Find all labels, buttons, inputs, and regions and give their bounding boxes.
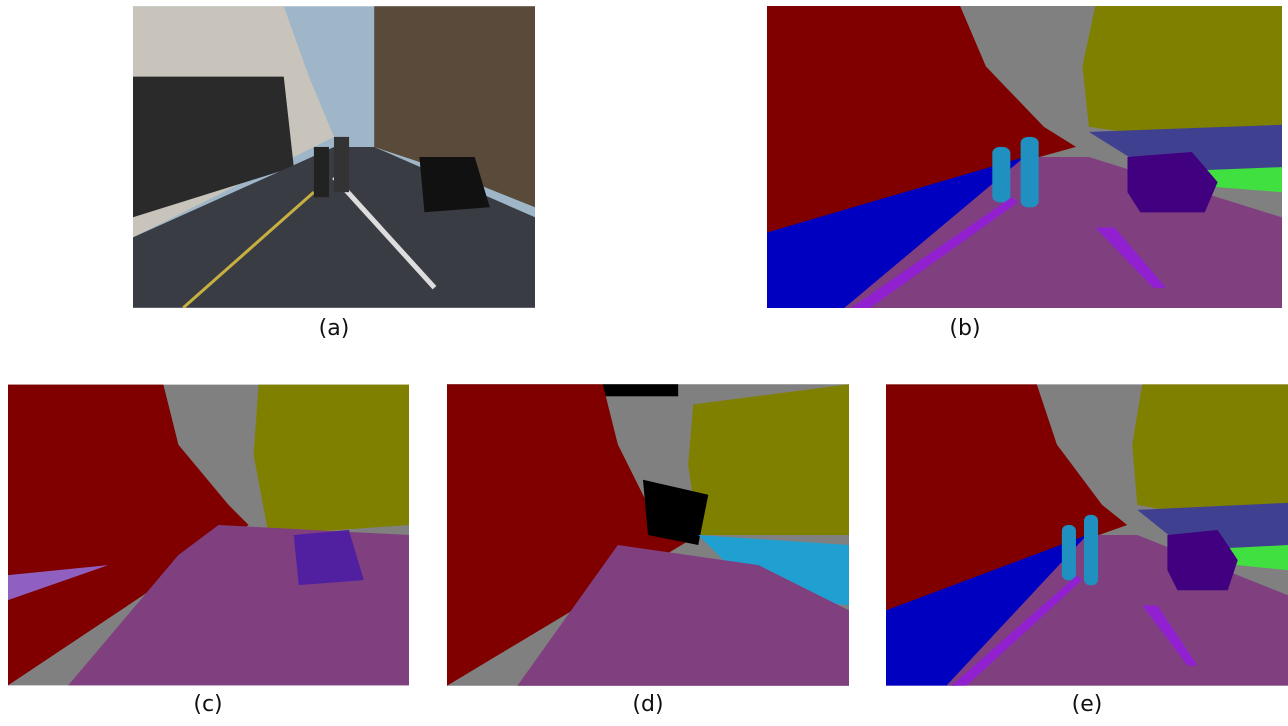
- panel-label: (d): [598, 692, 698, 717]
- street-photo: [133, 6, 535, 308]
- panel-label: (c): [158, 692, 258, 717]
- panel-label: (a): [284, 316, 384, 341]
- segmentation-map: [8, 384, 409, 686]
- figure: (a) (b) (c) (d) (e): [0, 0, 1288, 726]
- panel-label: (e): [1037, 692, 1137, 717]
- segmentation-map: [447, 384, 849, 686]
- ground-truth-map: [767, 6, 1282, 308]
- panel-label: (b): [915, 316, 1015, 341]
- segmentation-map: [886, 384, 1288, 686]
